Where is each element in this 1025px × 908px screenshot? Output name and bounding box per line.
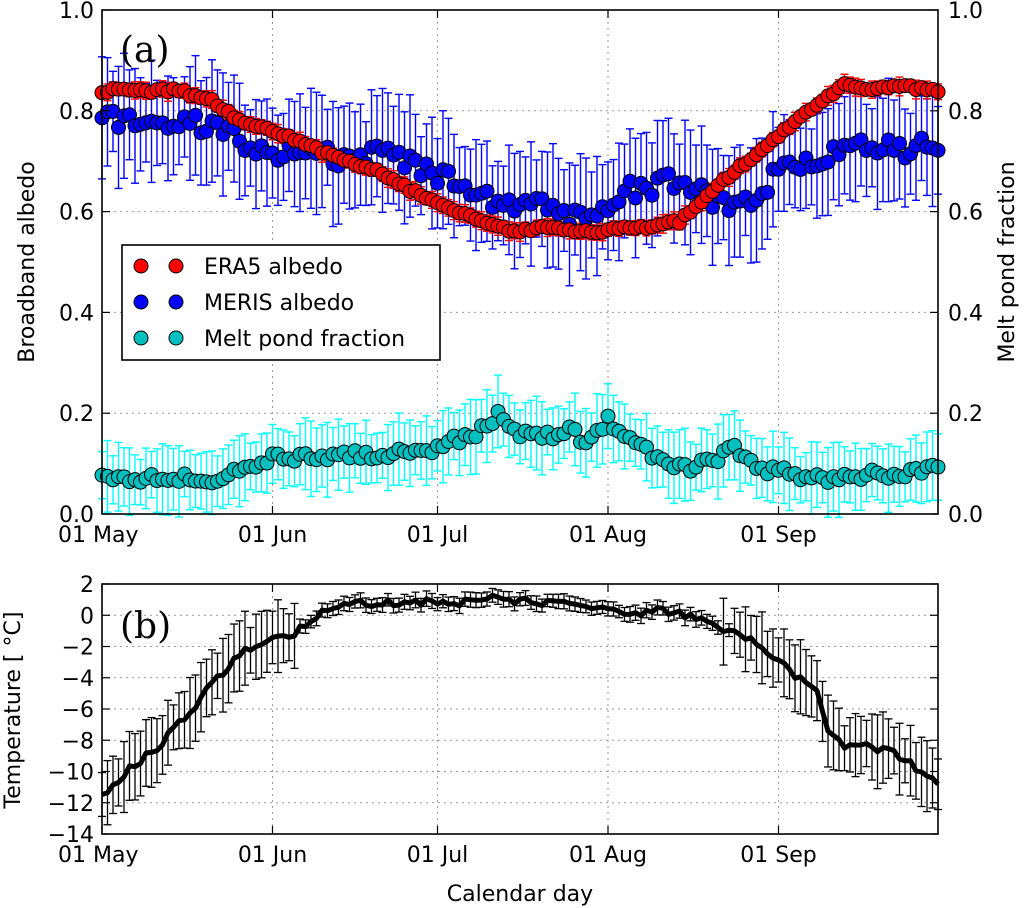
panel-a-xtick-label: 01 Jul bbox=[407, 523, 469, 548]
panel-b: 01 May 01 Jun 01 Jul 01 Aug 01 Sep 2 0 −2 −4 −6 −8… bbox=[1, 573, 942, 907]
panel-a-ytick-label: 1.0 bbox=[59, 0, 94, 24]
panel-b-xtick-label: 01 Aug bbox=[569, 843, 647, 868]
panel-a-ytick-label-right: 0.8 bbox=[948, 100, 983, 125]
point-pond bbox=[600, 408, 616, 424]
panel-a-ytick-label-right: 0.2 bbox=[948, 402, 983, 427]
point-meris bbox=[892, 135, 907, 151]
panel-a-xtick-label: 01 Sep bbox=[740, 523, 816, 548]
panel-b-ytick-label: −6 bbox=[62, 698, 94, 723]
panel-b-ticks: 01 May 01 Jun 01 Jul 01 Aug 01 Sep 2 0 −2 −4 −6 −8… bbox=[48, 573, 938, 868]
panel-a-label: (a) bbox=[120, 30, 170, 71]
panel-a-ytick-label: 0.6 bbox=[59, 201, 94, 226]
panel-b-frame bbox=[101, 583, 939, 835]
panel-a-ytick-label: 0.8 bbox=[59, 100, 94, 125]
legend-marker-meris-1 bbox=[133, 294, 149, 310]
legend-label-pond: Melt pond fraction bbox=[204, 327, 405, 352]
point-meris bbox=[644, 187, 660, 203]
panel-a-ytick-label: 0.4 bbox=[59, 301, 94, 326]
temperature-line bbox=[101, 592, 940, 797]
point-meris bbox=[188, 107, 203, 123]
point-meris bbox=[760, 184, 775, 200]
point-meris bbox=[441, 163, 456, 179]
panel-b-xlabel: Calendar day bbox=[447, 882, 593, 907]
point-meris bbox=[628, 190, 643, 206]
panel-b-xtick-label: 01 Jul bbox=[407, 843, 469, 868]
panel-a-ytick-label: 0.2 bbox=[59, 402, 94, 427]
point-meris bbox=[479, 183, 495, 199]
panel-b-ytick-label: 2 bbox=[80, 573, 94, 598]
panel-a-ytick-label-right: 0.6 bbox=[948, 201, 983, 226]
panel-a-ticks: 01 May 01 Jun 01 Jul 01 Aug 01 Sep 0.0 0.0 0.2 0… bbox=[58, 0, 983, 548]
panel-b-label: (b) bbox=[120, 606, 171, 647]
legend-marker-era5-2 bbox=[168, 258, 184, 274]
legend-label-era5: ERA5 albedo bbox=[204, 255, 343, 280]
legend-marker-era5-1 bbox=[133, 258, 149, 274]
panel-b-marks bbox=[98, 587, 942, 826]
panel-a-xtick-label: 01 May bbox=[58, 523, 138, 548]
legend: ERA5 albedo MERIS albedo Melt pond fract… bbox=[121, 244, 441, 361]
panel-a-frame bbox=[101, 9, 939, 515]
panel-a-xtick-label: 01 Aug bbox=[569, 523, 647, 548]
panel-b-xtick-label: 01 Jun bbox=[238, 843, 307, 868]
legend-marker-meris-2 bbox=[168, 294, 184, 310]
panel-a-ytick-label-right: 1.0 bbox=[948, 0, 983, 24]
legend-label-meris: MERIS albedo bbox=[204, 291, 354, 316]
point-meris bbox=[820, 154, 836, 170]
panel-b-grid bbox=[102, 584, 938, 834]
panel-b-ytick-label: −2 bbox=[62, 636, 94, 661]
panel-b-ytick-label: −8 bbox=[62, 729, 94, 754]
panel-b-ytick-label: −4 bbox=[62, 667, 94, 692]
panel-a-ylabel-left: Broadband albedo bbox=[15, 161, 40, 362]
panel-b-ylabel: Temperature [ °C] bbox=[1, 612, 26, 810]
panel-a-marks bbox=[94, 52, 946, 519]
panel-a-xtick-label: 01 Jun bbox=[238, 523, 307, 548]
legend-marker-pond-1 bbox=[133, 330, 149, 346]
panel-a-ytick-label-right: 0.4 bbox=[948, 301, 983, 326]
point-meris bbox=[661, 166, 676, 182]
panel-b-xtick-label: 01 May bbox=[58, 843, 138, 868]
panel-b-ytick-label: −14 bbox=[48, 823, 94, 848]
panel-a-ytick-label-right: 0.0 bbox=[948, 503, 983, 528]
panel-b-ytick-label: −10 bbox=[48, 761, 94, 786]
point-meris bbox=[430, 175, 445, 191]
panel-a-ylabel-right: Melt pond fraction bbox=[995, 161, 1020, 362]
panel-b-ytick-label: 0 bbox=[80, 604, 94, 629]
point-pond bbox=[567, 421, 583, 437]
legend-marker-pond-2 bbox=[168, 330, 184, 346]
panel-b-xtick-label: 01 Sep bbox=[740, 843, 816, 868]
panel-a: 01 May 01 Jun 01 Jul 01 Aug 01 Sep 0.0 0.0 0.2 0… bbox=[15, 0, 1020, 548]
panel-a-ytick-label: 0.0 bbox=[59, 503, 94, 528]
panel-b-ytick-label: −12 bbox=[48, 792, 94, 817]
